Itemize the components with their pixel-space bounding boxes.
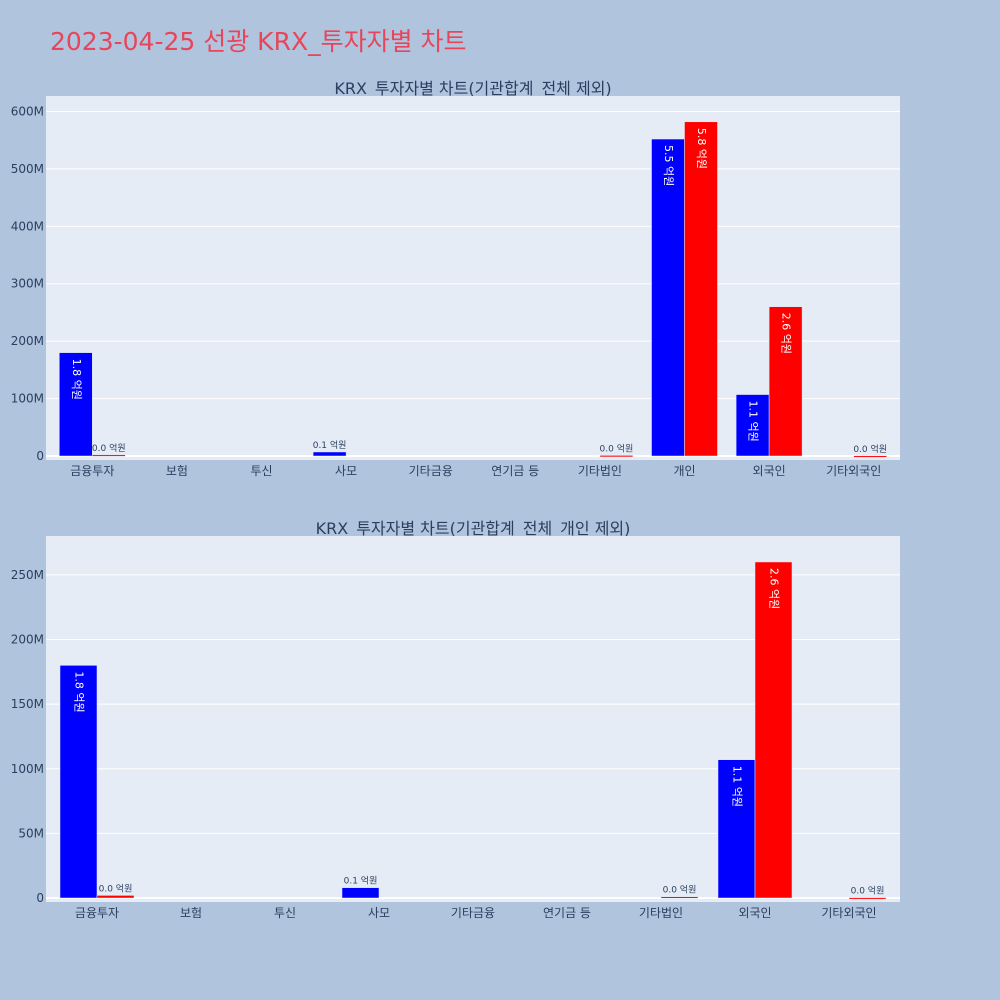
x-tick-label: 사모: [368, 906, 390, 920]
x-tick-label: 보험: [180, 906, 202, 920]
bar: [684, 121, 718, 457]
y-tick-label: 100M: [11, 762, 44, 776]
data-label: 0.0 억원: [851, 885, 885, 897]
y-tick-label: 200M: [11, 633, 44, 647]
y-tick-label: 400M: [11, 219, 44, 233]
x-tick-label: 기타금융: [409, 464, 453, 478]
x-tick-label: 금융투자: [70, 464, 114, 478]
bar: [59, 665, 98, 899]
data-label: 0.0 억원: [92, 442, 126, 454]
x-tick-label: 연기금 등: [543, 906, 591, 920]
bar: [599, 455, 634, 458]
bar: [651, 138, 685, 457]
x-tick-label: 투신: [250, 464, 272, 478]
bar: [341, 887, 380, 899]
data-label: 1.8 억원: [70, 359, 83, 400]
bar: [96, 895, 135, 899]
x-tick-label: 기타법인: [578, 464, 622, 478]
y-tick-label: 0: [36, 449, 44, 463]
x-tick-label: 보험: [166, 464, 188, 478]
bar: [853, 455, 887, 458]
data-label: 0.0 억원: [99, 882, 133, 894]
y-tick-label: 200M: [11, 334, 44, 348]
x-tick-label: 외국인: [738, 906, 771, 920]
data-label: 5.8 억원: [695, 128, 708, 169]
data-label: 0.0 억원: [600, 442, 634, 454]
bar: [768, 306, 803, 457]
bar: [848, 897, 887, 900]
bar: [660, 896, 699, 899]
bar: [754, 561, 793, 899]
y-tick-label: 250M: [11, 568, 44, 582]
bar: [312, 451, 347, 457]
x-tick-label: 사모: [335, 464, 357, 478]
x-tick-label: 연기금 등: [491, 464, 539, 478]
data-label: 0.0 억원: [663, 884, 697, 896]
data-label: 1.1 억원: [747, 401, 760, 442]
y-tick-label: 600M: [11, 104, 44, 118]
y-tick-label: 300M: [11, 277, 44, 291]
data-label: 5.5 억원: [662, 145, 675, 186]
x-tick-label: 외국인: [753, 464, 786, 478]
data-label: 2.6 억원: [780, 313, 793, 354]
x-tick-label: 투신: [274, 906, 296, 920]
y-tick-label: 150M: [11, 697, 44, 711]
chart-top: KRX_투자자별 차트(기관합계_전체 제외) 0 100M 200M 300M 400M…: [11, 79, 900, 478]
y-tick-label: 50M: [18, 826, 44, 840]
bar: [59, 352, 93, 457]
data-label: 0.1 억원: [313, 439, 347, 451]
chart-title: KRX_투자자별 차트(기관합계_전체_개인 제외): [316, 519, 631, 539]
chart-bottom: KRX_투자자별 차트(기관합계_전체_개인 제외) 0 50M 100M 150M 20…: [11, 519, 900, 920]
x-tick-label: 기타금융: [451, 906, 495, 920]
x-tick-label: 금융투자: [75, 906, 119, 920]
x-tick-label: 기타법인: [639, 906, 683, 920]
data-label: 1.1 억원: [731, 766, 744, 807]
y-tick-label: 100M: [11, 392, 44, 406]
data-label: 0.0 억원: [853, 443, 887, 455]
bar: [92, 454, 126, 457]
data-label: 0.1 억원: [344, 875, 378, 887]
chart-title: KRX_투자자별 차트(기관합계_전체 제외): [334, 79, 611, 99]
x-tick-label: 기타외국인: [826, 464, 881, 478]
page-title: 2023-04-25 선광 KRX_투자자별 차트: [50, 27, 467, 56]
x-tick-label: 개인: [673, 464, 695, 478]
data-label: 1.8 억원: [73, 671, 86, 712]
y-tick-label: 0: [36, 891, 44, 905]
x-tick-label: 기타외국인: [821, 906, 876, 920]
bar: [717, 759, 756, 899]
data-label: 2.6 억원: [768, 568, 781, 609]
bar: [735, 394, 770, 457]
y-tick-label: 500M: [11, 162, 44, 176]
